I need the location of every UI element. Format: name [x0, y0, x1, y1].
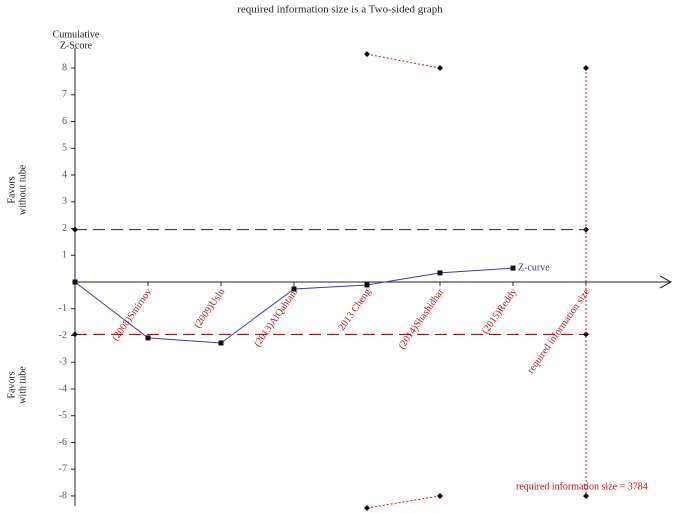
region-label-line: Favors: [6, 371, 17, 398]
y-tick-label: 4: [62, 169, 67, 180]
monitoring-point: [364, 504, 370, 511]
x-tick-label-group: (2009)Uslu: [192, 287, 227, 331]
ris-point: [583, 492, 589, 499]
y-tick-label: -8: [59, 490, 67, 501]
y-tick-label: -1: [59, 303, 67, 314]
z-point: [437, 270, 443, 276]
x-tick-label-group: (2013)AlQahtani: [252, 287, 300, 349]
z-point: [510, 265, 516, 271]
boundary-point: [72, 331, 78, 338]
y-tick-label: 7: [62, 89, 67, 100]
x-tick-label: (2014)Shashidhar: [397, 286, 447, 351]
x-tick-label-group: (2015)Reddy: [480, 287, 519, 337]
monitoring-point: [437, 492, 443, 499]
z-point: [72, 279, 78, 285]
region-label-line: with tube: [17, 366, 28, 404]
region-label-line: Favors: [6, 176, 17, 203]
x-tick-label-group: required information size: [525, 286, 592, 376]
y-axis-label: Cumulative: [53, 29, 100, 40]
y-axis-label: Z-Score: [60, 40, 93, 51]
x-tick-label: required information size: [525, 286, 592, 376]
x-tick-label: (2009)Uslu: [192, 287, 227, 331]
region-label-line: without tube: [17, 164, 28, 215]
monitoring-boundary: [366, 495, 441, 509]
boundary-point: [583, 331, 589, 338]
z-point: [364, 282, 370, 288]
monitoring-point: [437, 65, 443, 72]
lower-region-label: Favors with tube: [6, 366, 28, 404]
y-tick-label: 2: [62, 223, 67, 234]
y-tick-label: 5: [62, 143, 67, 154]
x-tick-label-group: 2013 Cheng: [336, 287, 373, 333]
z-point: [291, 286, 297, 292]
y-tick-label: -3: [59, 357, 67, 368]
annotation: required information size = 3784: [516, 481, 648, 492]
upper-region-label: Favors without tube: [6, 164, 28, 215]
x-tick-label: 2013 Cheng: [336, 287, 373, 333]
legend-label: Z-curve: [518, 262, 550, 273]
y-tick-label: 6: [62, 116, 67, 127]
y-tick-label: -6: [59, 437, 67, 448]
x-tick-label: (2015)Reddy: [480, 287, 519, 337]
y-tick-label: -5: [59, 410, 67, 421]
y-tick-label: 8: [62, 62, 67, 73]
y-tick-label: 3: [62, 196, 67, 207]
chart-title: required information size is a Two-sided…: [237, 4, 443, 16]
y-tick-label: -4: [59, 383, 67, 394]
monitoring-point: [364, 51, 370, 58]
boundary-point: [72, 226, 78, 233]
x-tick-label-group: (2014)Shashidhar: [397, 286, 447, 351]
y-tick-label: -7: [59, 464, 67, 475]
z-point: [145, 335, 151, 341]
x-tick-label: (2013)AlQahtani: [252, 287, 300, 349]
y-tick-label: 1: [62, 250, 67, 261]
y-tick-label: -2: [59, 330, 67, 341]
monitoring-boundary: [366, 53, 441, 69]
z-point: [218, 340, 224, 346]
ris-point: [583, 65, 589, 72]
x-axis-arrow: [659, 275, 673, 289]
